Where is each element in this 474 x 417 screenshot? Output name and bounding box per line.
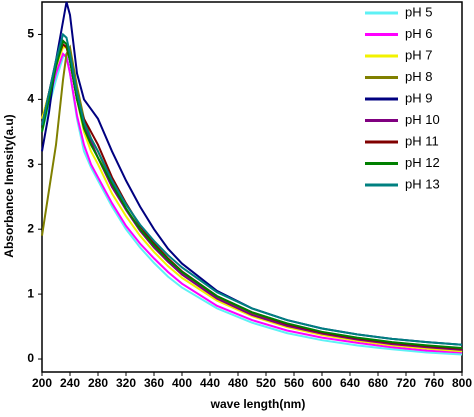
series-line: [41, 44, 463, 351]
legend-label: pH 13: [405, 176, 440, 191]
x-tick-label: 480: [228, 376, 248, 390]
legend-label: pH 6: [405, 26, 432, 41]
y-tick-label: 0: [27, 351, 34, 365]
y-tick-label: 3: [27, 156, 34, 170]
x-tick-label: 560: [284, 376, 304, 390]
series-line: [41, 46, 463, 353]
x-tick-label: 360: [144, 376, 164, 390]
x-tick-label: 400: [172, 376, 192, 390]
x-tick-label: 680: [368, 376, 388, 390]
y-tick-label: 5: [27, 27, 34, 41]
series-line: [41, 42, 463, 350]
x-tick-label: 240: [60, 376, 80, 390]
x-tick-label: 200: [32, 376, 52, 390]
legend-label: pH 10: [405, 112, 440, 127]
x-tick-label: 280: [88, 376, 108, 390]
x-tick-label: 800: [452, 376, 472, 390]
y-tick-label: 4: [27, 92, 34, 106]
series-line: [41, 32, 463, 346]
x-tick-label: 600: [312, 376, 332, 390]
plot-frame: [41, 1, 463, 373]
legend-label: pH 5: [405, 4, 432, 19]
y-tick-label: 2: [27, 221, 34, 235]
x-tick-label: 720: [396, 376, 416, 390]
y-tick-label: 1: [27, 286, 34, 300]
x-tick-label: 320: [116, 376, 136, 390]
x-tick-label: 520: [256, 376, 276, 390]
legend-label: pH 12: [405, 155, 440, 170]
y-axis-label: Absorbance Inensity(a.u): [2, 114, 16, 257]
x-tick-label: 760: [424, 376, 444, 390]
x-tick-label: 640: [340, 376, 360, 390]
legend-label: pH 9: [405, 90, 432, 105]
legend-label: pH 11: [405, 133, 439, 148]
x-axis-label: wave length(nm): [210, 397, 306, 411]
x-tick-label: 440: [200, 376, 220, 390]
legend-label: pH 8: [405, 69, 432, 84]
series-line: [41, 39, 463, 349]
legend-label: pH 7: [405, 47, 432, 62]
